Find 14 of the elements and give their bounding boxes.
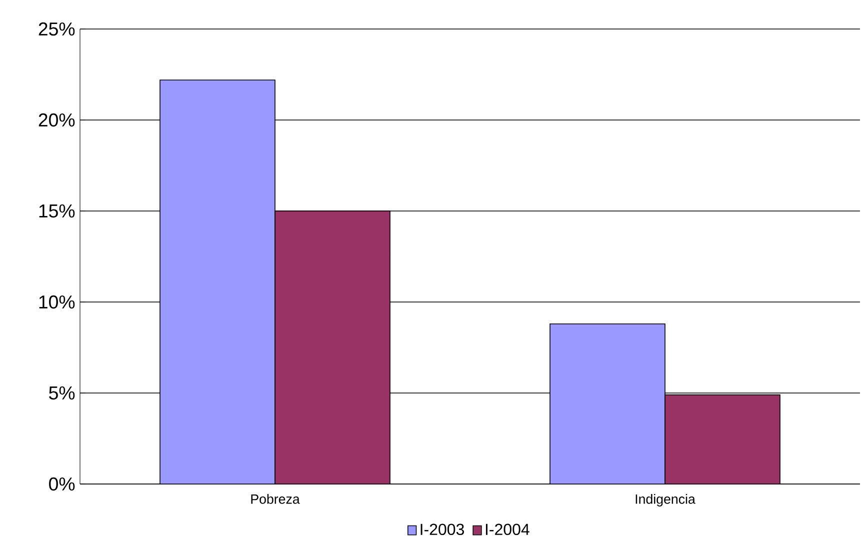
y-tick-label: 5%	[49, 386, 75, 400]
y-tick-label: 15%	[39, 204, 75, 218]
bar	[160, 80, 276, 484]
y-tick-label: 20%	[38, 113, 75, 127]
y-tick-label: 25%	[38, 22, 75, 36]
x-tick-label: Indigencia	[636, 494, 696, 506]
y-tick-label: 10%	[39, 295, 75, 309]
legend-label: I-2003	[420, 524, 464, 536]
x-tick-label: Pobreza	[251, 494, 300, 504]
y-tick-label: 0%	[49, 477, 75, 491]
bar	[274, 210, 390, 484]
bar	[550, 323, 666, 484]
legend-label: I-2004	[486, 524, 530, 536]
bar	[664, 394, 780, 484]
